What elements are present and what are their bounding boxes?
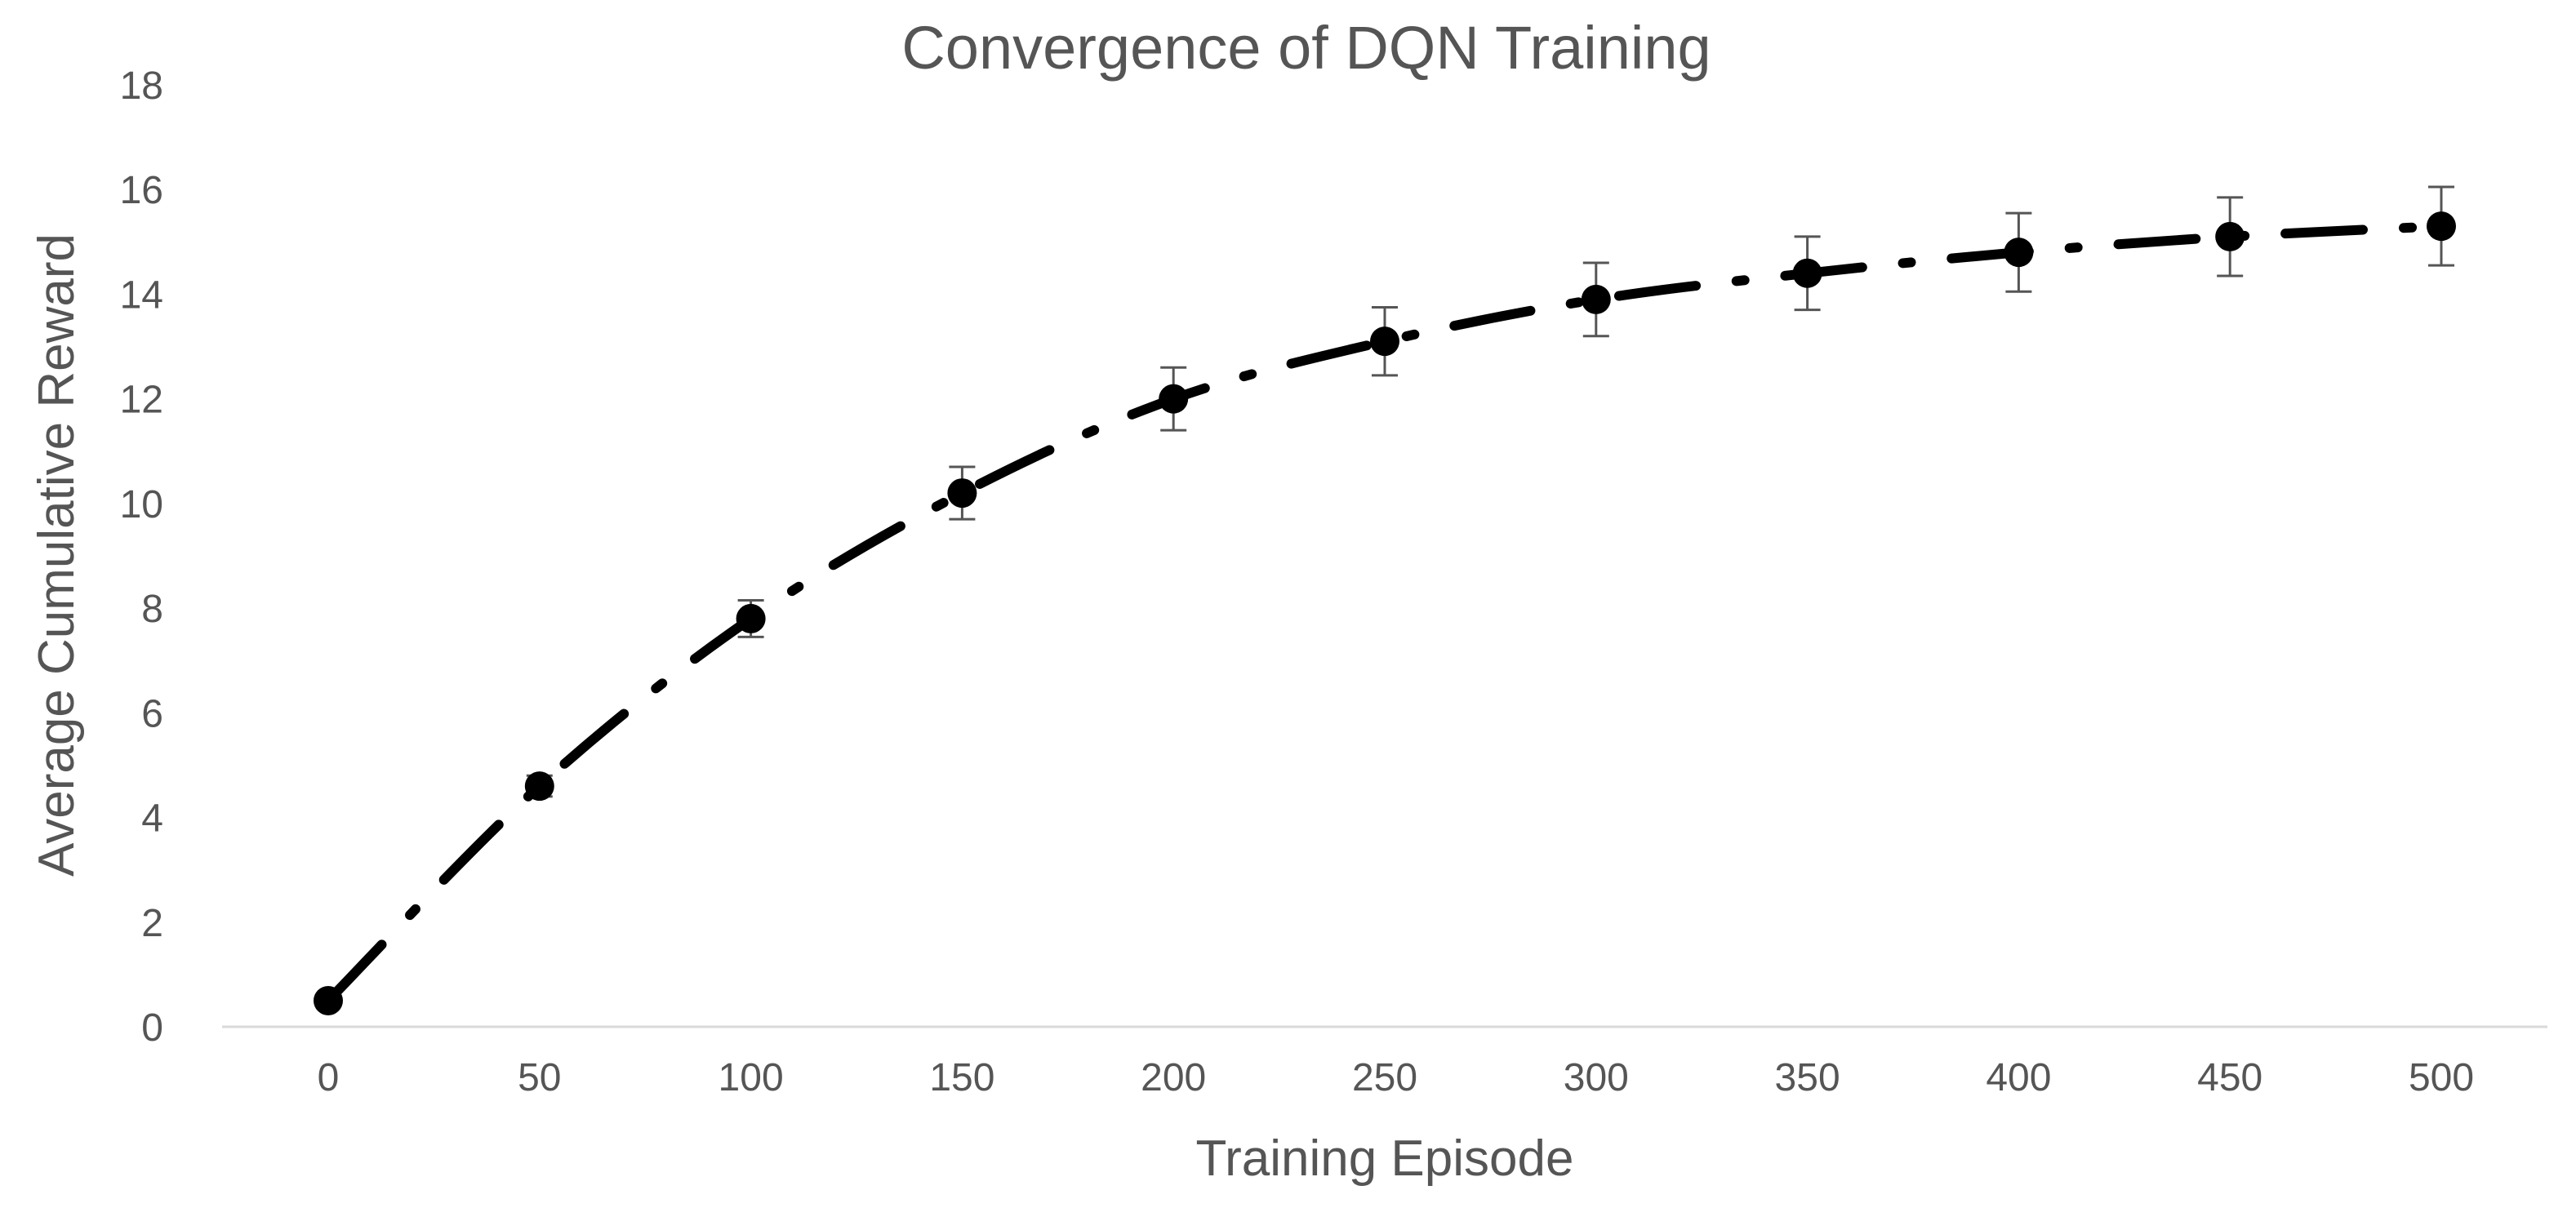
x-tick-label: 400 [1986, 1056, 2051, 1099]
data-point [1792, 258, 1822, 288]
data-point [1581, 284, 1611, 314]
x-tick-label: 50 [518, 1056, 561, 1099]
data-point [2215, 221, 2245, 251]
x-axis-label: Training Episode [1196, 1130, 1574, 1187]
y-tick-label: 18 [120, 64, 163, 108]
data-markers [314, 211, 2456, 1015]
x-tick-label: 500 [2409, 1056, 2474, 1099]
y-tick-label: 2 [141, 902, 163, 945]
data-point [314, 985, 343, 1015]
data-point [1370, 326, 1399, 357]
y-tick-label: 14 [120, 273, 163, 317]
y-tick-label: 8 [141, 588, 163, 631]
x-tick-label: 150 [929, 1056, 994, 1099]
y-tick-label: 12 [120, 379, 163, 422]
data-point [736, 603, 766, 633]
x-tick-label: 450 [2197, 1056, 2262, 1099]
data-point [2004, 238, 2034, 268]
data-point [524, 771, 554, 802]
x-tick-label: 200 [1141, 1056, 1206, 1099]
x-tick-labels: 0 50 100 150 200 250 300 350 400 450 500 [318, 1056, 2474, 1099]
y-tick-label: 6 [141, 692, 163, 735]
data-point [2427, 211, 2456, 242]
y-axis-label: Average Cumulative Reward [29, 233, 85, 877]
x-tick-label: 100 [719, 1056, 784, 1099]
y-tick-label: 0 [141, 1006, 163, 1050]
x-tick-label: 0 [318, 1056, 340, 1099]
chart-title: Convergence of DQN Training [901, 14, 1711, 82]
error-bars [315, 185, 2454, 1007]
series-line [323, 221, 2446, 1006]
x-tick-label: 250 [1352, 1056, 1417, 1099]
y-tick-label: 10 [120, 483, 163, 526]
x-tick-label: 350 [1775, 1056, 1840, 1099]
x-tick-label: 300 [1564, 1056, 1629, 1099]
data-point [1159, 384, 1189, 414]
y-tick-labels: 0 2 4 6 8 10 12 14 16 18 [120, 64, 163, 1050]
y-tick-label: 16 [120, 169, 163, 212]
y-tick-label: 4 [141, 797, 163, 841]
data-point [947, 478, 977, 509]
